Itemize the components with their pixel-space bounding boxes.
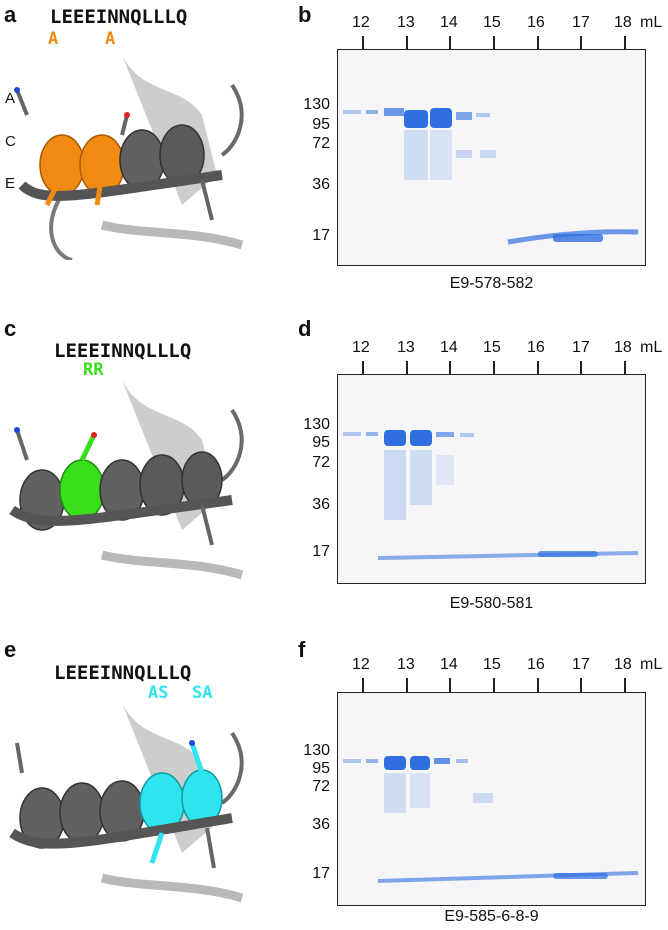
volume-tick-label: 16 bbox=[527, 656, 545, 673]
volume-tick-label: 16 bbox=[527, 339, 545, 356]
volume-tick-label: 13 bbox=[397, 14, 415, 31]
volume-tick-label: 15 bbox=[483, 656, 501, 673]
sds-page-gel-f bbox=[337, 692, 646, 906]
mw-marker-label: 17 bbox=[312, 543, 330, 560]
volume-tick-label: 13 bbox=[397, 656, 415, 673]
mw-marker-label: 95 bbox=[312, 434, 330, 451]
sds-page-gel-b bbox=[337, 49, 646, 266]
mw-marker-label: 72 bbox=[312, 135, 330, 152]
panel-label-f: f bbox=[298, 637, 306, 662]
volume-tick-label: 12 bbox=[352, 656, 370, 673]
mw-marker-label: 17 bbox=[312, 227, 330, 244]
volume-tick-label: 13 bbox=[397, 339, 415, 356]
volume-tick-label: 18 bbox=[614, 656, 632, 673]
volume-tick-label: 18 bbox=[614, 14, 632, 31]
gel-caption-f: E9-585-6-8-9 bbox=[444, 908, 539, 925]
panel-label-c: c bbox=[4, 316, 17, 341]
mutation-label-e2: SA bbox=[192, 683, 213, 703]
volume-tick-label: 17 bbox=[572, 339, 590, 356]
helix-structure-a bbox=[2, 55, 252, 262]
volume-tick-label: 17 bbox=[572, 14, 590, 31]
side-label-A: A bbox=[5, 90, 16, 107]
mw-marker-label: 95 bbox=[312, 760, 330, 777]
volume-tick-label: 18 bbox=[614, 339, 632, 356]
helix-structure-c bbox=[2, 380, 252, 580]
volume-tick-label: 17 bbox=[572, 656, 590, 673]
volume-tick-label: 15 bbox=[483, 14, 501, 31]
gel-caption-b: E9-578-582 bbox=[449, 275, 534, 292]
mutation-label-c1: RR bbox=[83, 360, 104, 380]
peptide-sequence-e: LEEEINNQLLLQ bbox=[54, 662, 192, 684]
helix-structure-e bbox=[2, 703, 252, 903]
volume-unit-label: mL bbox=[640, 656, 663, 673]
volume-unit-label: mL bbox=[640, 14, 663, 31]
panel-label-a: a bbox=[4, 2, 17, 27]
volume-tick-label: 12 bbox=[352, 14, 370, 31]
volume-tick-label: 14 bbox=[440, 339, 458, 356]
mw-marker-label: 130 bbox=[303, 742, 330, 759]
mw-marker-label: 36 bbox=[312, 816, 330, 833]
mutation-label-a1: A bbox=[48, 29, 59, 49]
mw-marker-label: 72 bbox=[312, 778, 330, 795]
volume-tick-label: 15 bbox=[483, 339, 501, 356]
mw-marker-label: 130 bbox=[303, 416, 330, 433]
volume-tick-label: 14 bbox=[440, 656, 458, 673]
side-label-E: E bbox=[5, 175, 16, 192]
mutation-label-e1: AS bbox=[148, 683, 169, 703]
volume-tick-label: 14 bbox=[440, 14, 458, 31]
side-label-C: C bbox=[5, 133, 16, 150]
panel-label-d: d bbox=[298, 316, 312, 341]
volume-tick-label: 16 bbox=[527, 14, 545, 31]
panel-label-b: b bbox=[298, 2, 312, 27]
sds-page-gel-d bbox=[337, 374, 646, 584]
mw-marker-label: 36 bbox=[312, 176, 330, 193]
mw-marker-label: 72 bbox=[312, 454, 330, 471]
peptide-sequence-a: LEEEINNQLLLQ bbox=[50, 6, 188, 28]
mw-marker-label: 36 bbox=[312, 496, 330, 513]
mw-marker-label: 130 bbox=[303, 96, 330, 113]
mw-marker-label: 95 bbox=[312, 116, 330, 133]
panel-label-e: e bbox=[4, 637, 17, 662]
peptide-sequence-c: LEEEINNQLLLQ bbox=[54, 340, 192, 362]
mutation-label-a2: A bbox=[105, 29, 116, 49]
mw-marker-label: 17 bbox=[312, 865, 330, 882]
gel-caption-d: E9-580-581 bbox=[449, 595, 534, 612]
volume-unit-label: mL bbox=[640, 339, 663, 356]
volume-tick-label: 12 bbox=[352, 339, 370, 356]
